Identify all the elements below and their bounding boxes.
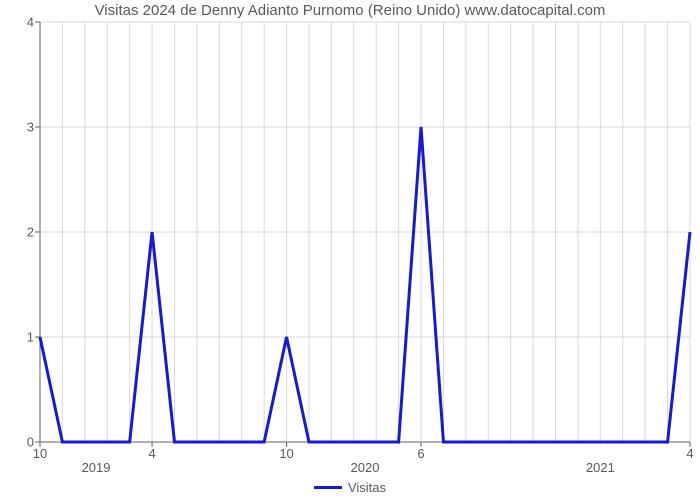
- y-tick-label: 3: [27, 120, 40, 135]
- x-tick-label: 10: [33, 442, 47, 461]
- data-line: [40, 127, 690, 442]
- x-year-label: 2021: [586, 460, 615, 475]
- x-year-label: 2019: [82, 460, 111, 475]
- chart-title: Visitas 2024 de Denny Adianto Purnomo (R…: [0, 2, 700, 19]
- y-tick-label: 2: [27, 225, 40, 240]
- x-tick-label: 6: [417, 442, 424, 461]
- x-tick-label: 10: [279, 442, 293, 461]
- plot-area: 012341041064: [40, 22, 690, 442]
- y-tick-label: 4: [27, 15, 40, 30]
- plot-svg: [40, 22, 690, 442]
- y-tick-label: 1: [27, 330, 40, 345]
- x-tick-label: 4: [148, 442, 155, 461]
- x-year-label: 2020: [351, 460, 380, 475]
- legend: Visitas: [314, 480, 386, 495]
- chart-container: Visitas 2024 de Denny Adianto Purnomo (R…: [0, 0, 700, 500]
- legend-label: Visitas: [348, 480, 386, 495]
- legend-swatch: [314, 486, 342, 489]
- x-tick-label: 4: [686, 442, 693, 461]
